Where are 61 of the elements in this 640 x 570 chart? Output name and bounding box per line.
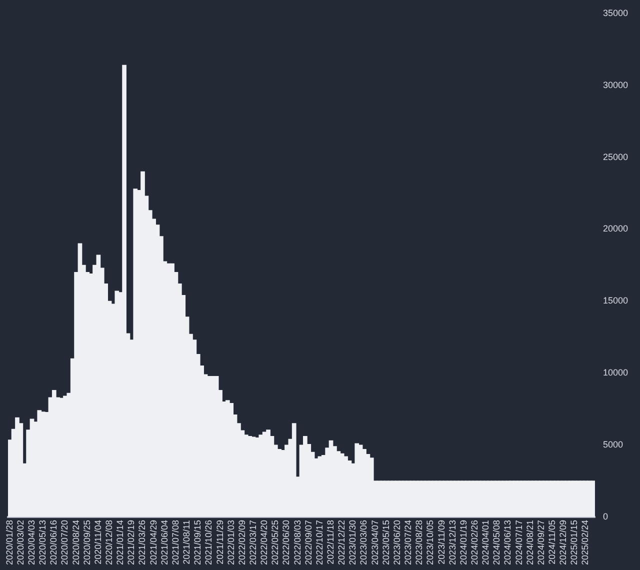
x-tick-label: 2024/01/19 bbox=[458, 520, 468, 566]
x-tick-label: 2025/02/24 bbox=[580, 520, 590, 566]
y-tick-label: 15000 bbox=[602, 296, 628, 306]
y-tick-label: 10000 bbox=[602, 368, 628, 378]
x-tick-label: 2022/10/17 bbox=[314, 520, 324, 566]
x-tick-label: 2024/08/21 bbox=[524, 520, 535, 566]
x-tick-label: 2022/02/09 bbox=[236, 520, 247, 566]
x-tick-label: 2021/08/11 bbox=[182, 520, 192, 564]
x-tick-label: 2023/08/28 bbox=[414, 520, 424, 566]
x-tick-label: 2024/11/05 bbox=[547, 520, 558, 564]
x-tick-label: 2024/05/08 bbox=[492, 520, 502, 566]
x-tick-label: 2023/12/13 bbox=[447, 520, 458, 566]
x-tick-label: 2021/11/29 bbox=[214, 520, 225, 564]
x-tick-label: 2022/09/07 bbox=[303, 520, 314, 566]
x-tick-label: 2020/01/28 bbox=[4, 520, 14, 566]
x-tick-label: 2023/04/07 bbox=[370, 520, 380, 566]
x-tick-label: 2021/10/26 bbox=[204, 520, 214, 566]
x-tick-label: 2020/09/25 bbox=[82, 520, 92, 566]
x-tick-label: 2021/07/08 bbox=[170, 520, 180, 566]
x-tick-label: 2024/06/13 bbox=[502, 520, 513, 566]
x-tick-label: 2023/01/30 bbox=[348, 520, 358, 566]
x-tick-label: 2020/11/04 bbox=[92, 520, 103, 564]
x-tick-label: 2023/05/15 bbox=[380, 520, 391, 566]
x-tick-label: 2020/06/16 bbox=[48, 520, 59, 566]
x-tick-label: 2022/05/25 bbox=[270, 520, 280, 566]
x-tick-label: 2024/12/09 bbox=[558, 520, 568, 566]
x-tick-label: 2020/03/02 bbox=[15, 520, 26, 566]
x-tick-label: 2020/08/24 bbox=[70, 520, 81, 566]
x-tick-label: 2021/04/29 bbox=[148, 520, 158, 566]
x-tick-label: 2022/12/22 bbox=[336, 520, 347, 566]
y-tick-label: 0 bbox=[602, 511, 608, 522]
x-tick-label: 2023/03/06 bbox=[358, 520, 369, 566]
x-tick-label: 2022/03/17 bbox=[248, 520, 258, 566]
y-tick-label: 20000 bbox=[602, 224, 628, 234]
x-tick-label: 2024/02/26 bbox=[469, 520, 480, 566]
x-tick-label: 2022/06/30 bbox=[281, 520, 292, 566]
x-tick-label: 2025/01/15 bbox=[569, 520, 580, 566]
y-tick-label: 35000 bbox=[602, 8, 628, 18]
x-tick-label: 2022/08/03 bbox=[292, 520, 302, 566]
x-tick-label: 2022/11/18 bbox=[326, 520, 336, 564]
x-tick-label: 2021/06/04 bbox=[159, 520, 170, 566]
x-tick-label: 2024/04/01 bbox=[480, 520, 491, 566]
x-tick-label: 2020/12/08 bbox=[104, 520, 114, 566]
x-tick-label: 2023/06/20 bbox=[392, 520, 402, 566]
y-tick-label: 30000 bbox=[602, 80, 628, 90]
x-tick-label: 2020/05/13 bbox=[38, 520, 48, 566]
y-tick-label: 5000 bbox=[602, 440, 624, 450]
x-tick-label: 2021/03/26 bbox=[137, 520, 148, 566]
x-tick-label: 2023/07/24 bbox=[403, 520, 414, 566]
x-tick-label: 2020/07/20 bbox=[60, 520, 70, 566]
x-tick-label: 2023/11/09 bbox=[436, 520, 446, 564]
x-tick-label: 2024/09/27 bbox=[536, 520, 546, 566]
y-tick-label: 25000 bbox=[602, 152, 628, 162]
x-tick-label: 2021/09/15 bbox=[192, 520, 203, 566]
x-tick-label: 2021/01/14 bbox=[115, 520, 126, 566]
x-tick-label: 2024/07/17 bbox=[514, 520, 524, 566]
x-tick-label: 2022/04/20 bbox=[259, 520, 270, 566]
x-tick-label: 2021/02/19 bbox=[126, 520, 136, 566]
x-tick-label: 2022/01/03 bbox=[226, 520, 236, 566]
x-tick-label: 2020/04/03 bbox=[26, 520, 36, 566]
x-tick-label: 2023/10/05 bbox=[425, 520, 436, 566]
